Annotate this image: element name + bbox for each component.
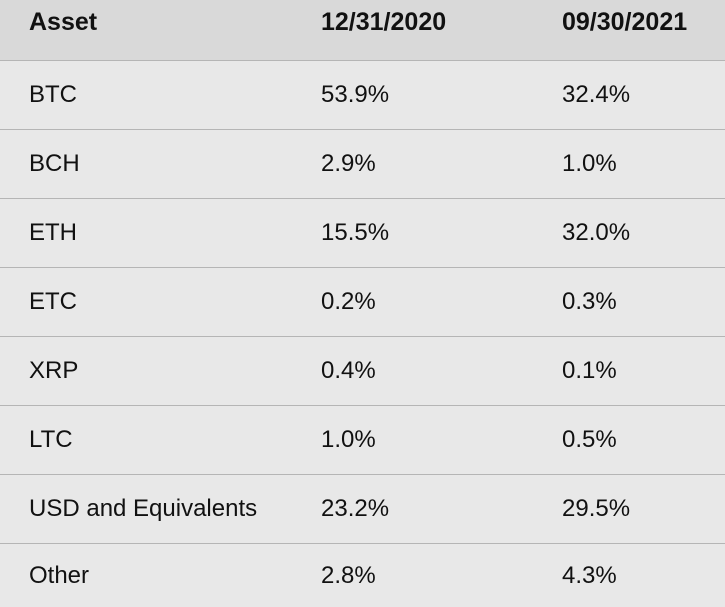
table-row: XRP 0.4% 0.1% <box>0 336 725 405</box>
value-2021-cell: 32.4% <box>562 81 631 108</box>
asset-cell: BTC <box>29 81 77 108</box>
value-2021-cell: 4.3% <box>562 561 617 589</box>
value-2020-cell: 1.0% <box>321 426 376 453</box>
value-2020-cell: 53.9% <box>321 81 390 108</box>
asset-cell: BCH <box>29 150 80 177</box>
value-2020-cell: 2.8% <box>321 561 376 589</box>
value-2020-cell: 2.9% <box>321 150 376 177</box>
table-row: BTC 53.9% 32.4% <box>0 60 725 129</box>
asset-cell: Other <box>29 561 90 589</box>
asset-cell: ETH <box>29 219 77 246</box>
table-row: ETH 15.5% 32.0% <box>0 198 725 267</box>
value-2021-cell: 32.0% <box>562 219 631 246</box>
table-row: Other 2.8% 4.3% <box>0 543 725 607</box>
value-2020-cell: 0.2% <box>321 288 376 315</box>
asset-cell: LTC <box>29 426 73 453</box>
value-2020-cell: 0.4% <box>321 357 376 384</box>
table-header: Asset 12/31/2020 09/30/2021 <box>0 0 725 60</box>
table-row: USD and Equivalents 23.2% 29.5% <box>0 474 725 543</box>
value-2020-cell: 15.5% <box>321 219 390 246</box>
asset-cell: XRP <box>29 357 79 384</box>
header-date-2021: 09/30/2021 <box>562 8 688 36</box>
value-2021-cell: 0.1% <box>562 357 617 384</box>
value-2021-cell: 0.5% <box>562 426 617 453</box>
value-2021-cell: 0.3% <box>562 288 617 315</box>
header-date-2020: 12/31/2020 <box>321 8 447 36</box>
table-row: ETC 0.2% 0.3% <box>0 267 725 336</box>
value-2021-cell: 29.5% <box>562 495 631 522</box>
value-2020-cell: 23.2% <box>321 495 390 522</box>
table-row: LTC 1.0% 0.5% <box>0 405 725 474</box>
value-2021-cell: 1.0% <box>562 150 617 177</box>
table-row: BCH 2.9% 1.0% <box>0 129 725 198</box>
asset-cell: ETC <box>29 288 77 315</box>
header-asset: Asset <box>29 8 98 36</box>
asset-cell: USD and Equivalents <box>29 495 258 522</box>
